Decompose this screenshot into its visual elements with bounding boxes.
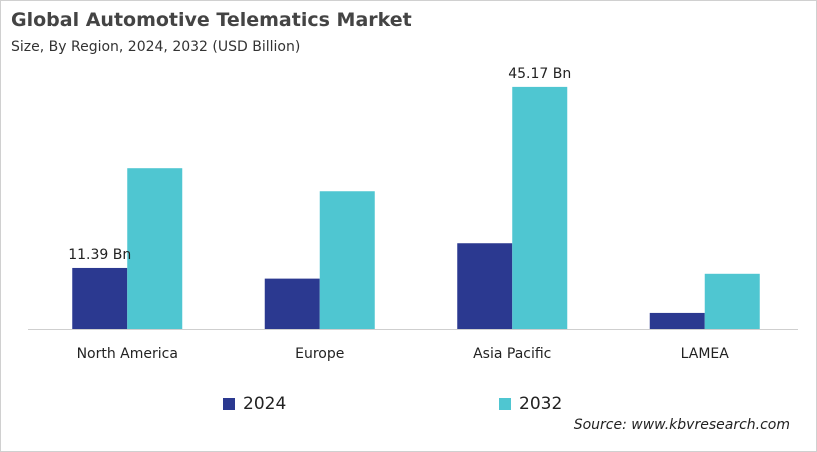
source-note: Source: www.kbvresearch.com [573, 417, 790, 433]
bar-2032-asia-pacific [512, 86, 568, 330]
legend-swatch-2032 [499, 398, 511, 410]
bar-2024-asia-pacific [457, 243, 513, 329]
bar-2024-lamea [649, 312, 705, 329]
bar-2024-north-america [72, 267, 128, 329]
legend-label-2032: 2032 [519, 394, 563, 414]
x-tick-label: Europe [295, 346, 344, 362]
legend-swatch-2024 [223, 398, 235, 410]
bar-2032-lamea [704, 273, 760, 329]
legend-item-2032: 2032 [499, 394, 562, 414]
chart-title: Global Automotive Telematics Market [11, 9, 412, 31]
data-label: 11.39 Bn [68, 247, 131, 263]
x-tick-label: Asia Pacific [473, 346, 551, 362]
x-tick-label: LAMEA [681, 346, 730, 362]
data-label: 45.17 Bn [508, 66, 571, 82]
legend-item-2024: 2024 [223, 394, 286, 414]
bar-2032-europe [319, 191, 375, 329]
bar-2032-north-america [127, 168, 183, 329]
x-tick-label: North America [77, 346, 178, 362]
chart-subtitle: Size, By Region, 2024, 2032 (USD Billion… [11, 39, 301, 55]
bar-2024-europe [264, 278, 320, 329]
legend-label-2024: 2024 [243, 394, 287, 414]
